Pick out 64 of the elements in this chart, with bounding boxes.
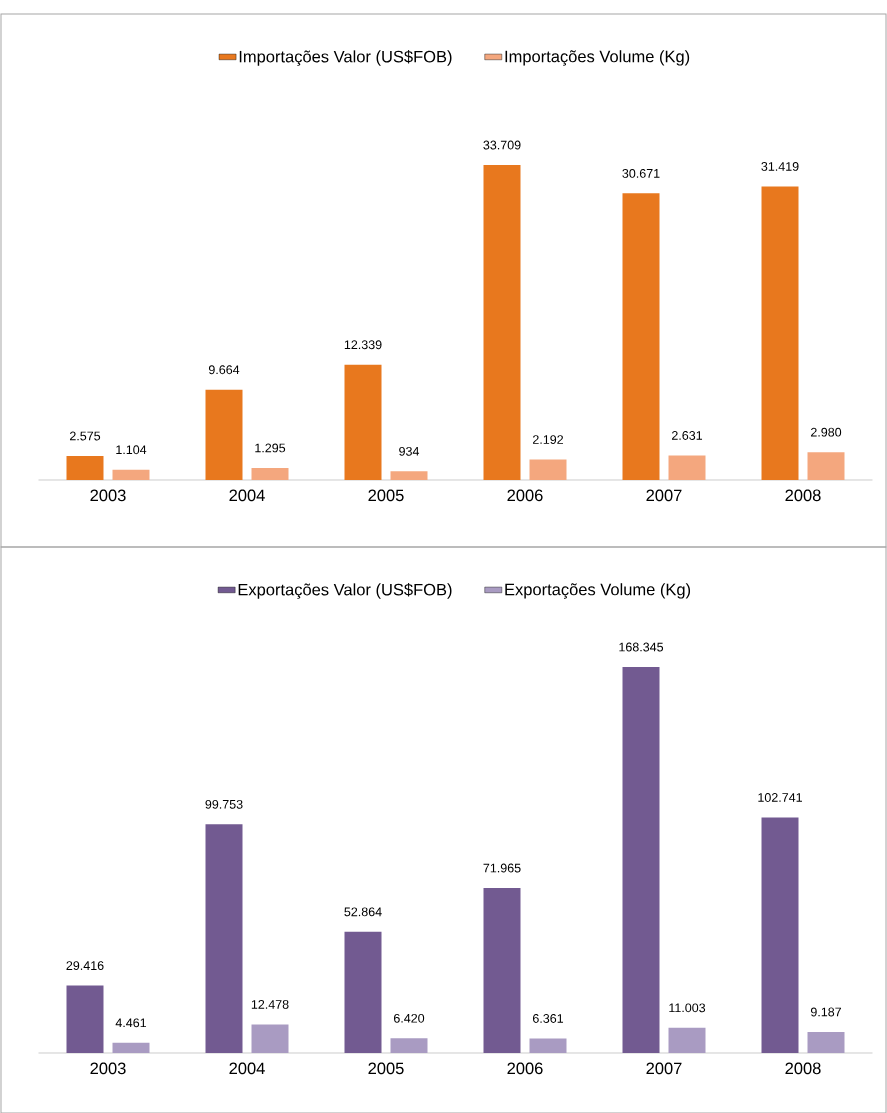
bar — [529, 1038, 567, 1053]
bar — [66, 455, 104, 480]
data-label: 1.295 — [255, 443, 286, 453]
data-label: 31.419 — [761, 162, 799, 171]
bar — [344, 931, 382, 1053]
legend-label: Importações Volume (Kg) — [505, 50, 690, 66]
bar — [66, 985, 104, 1053]
bar — [205, 824, 243, 1053]
data-label: 1.104 — [116, 445, 147, 455]
data-label: 6.420 — [393, 1013, 425, 1023]
data-label: 9.187 — [810, 1007, 842, 1017]
x-tick-label: 2003 — [90, 1062, 126, 1075]
x-tick-label: 2005 — [368, 489, 404, 502]
x-tick-label: 2008 — [785, 489, 821, 502]
bar — [807, 452, 845, 480]
data-label: 12.478 — [251, 1000, 289, 1009]
data-label: 2.575 — [69, 431, 101, 441]
data-label: 33.709 — [483, 140, 521, 150]
legend-label: Exportações Valor (US$FOB) — [238, 583, 452, 599]
bar — [112, 1042, 150, 1053]
bar — [761, 186, 799, 480]
x-tick-label: 2007 — [646, 489, 682, 502]
bar — [668, 455, 706, 480]
x-tick-label: 2003 — [90, 489, 126, 502]
data-label: 102.741 — [758, 793, 802, 802]
bar — [390, 471, 428, 480]
data-label: 29.416 — [66, 961, 104, 971]
data-label: 4.461 — [115, 1018, 147, 1028]
bar — [622, 666, 660, 1053]
x-tick-label: 2008 — [785, 1062, 821, 1075]
data-label: 71.965 — [483, 863, 521, 873]
x-tick-label: 2005 — [368, 1062, 404, 1075]
x-tick-label: 2004 — [229, 1062, 265, 1075]
x-tick-label: 2006 — [507, 489, 543, 502]
bar — [622, 193, 660, 480]
x-tick-label: 2007 — [646, 1062, 682, 1075]
data-label: 168.345 — [619, 642, 664, 652]
bar — [251, 1024, 289, 1053]
data-label: 52.864 — [344, 907, 382, 917]
data-label: 12.339 — [344, 340, 382, 350]
data-label: 9.664 — [208, 365, 240, 375]
x-tick-label: 2006 — [507, 1062, 543, 1075]
x-tick-label: 2004 — [229, 489, 265, 502]
data-label: 11.003 — [669, 1003, 706, 1013]
bar — [668, 1027, 706, 1053]
bar — [529, 459, 567, 480]
bar — [807, 1031, 845, 1053]
data-label: 2.980 — [810, 427, 842, 437]
data-label: 2.192 — [532, 435, 564, 444]
legend-label: Importações Valor (US$FOB) — [239, 50, 452, 66]
bar — [251, 467, 289, 480]
bar — [761, 817, 799, 1053]
bar — [205, 389, 243, 480]
legend-label: Exportações Volume (Kg) — [505, 583, 691, 599]
bar — [112, 469, 150, 480]
bar — [344, 364, 382, 480]
data-label: 30.671 — [622, 169, 660, 178]
bar — [483, 887, 521, 1053]
data-label: 6.361 — [532, 1014, 564, 1023]
bar — [390, 1038, 428, 1053]
data-label: 2.631 — [671, 431, 703, 440]
data-label: 934 — [399, 446, 420, 456]
bar — [483, 164, 521, 480]
data-label: 99.753 — [205, 799, 243, 809]
